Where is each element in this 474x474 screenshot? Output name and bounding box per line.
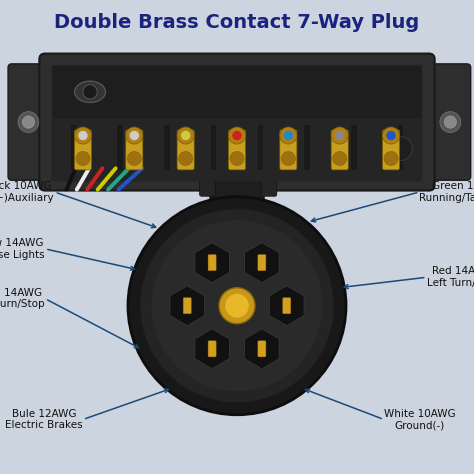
FancyBboxPatch shape (228, 130, 246, 170)
Polygon shape (245, 243, 279, 283)
Circle shape (78, 131, 88, 140)
Circle shape (18, 112, 39, 133)
FancyBboxPatch shape (71, 125, 76, 170)
Circle shape (76, 151, 90, 165)
Polygon shape (195, 329, 229, 369)
FancyBboxPatch shape (118, 125, 123, 170)
FancyBboxPatch shape (39, 54, 435, 191)
FancyBboxPatch shape (164, 125, 170, 170)
Circle shape (333, 151, 347, 165)
FancyBboxPatch shape (351, 125, 356, 170)
FancyBboxPatch shape (52, 118, 422, 181)
Circle shape (384, 151, 398, 165)
Circle shape (22, 116, 35, 128)
Ellipse shape (9, 134, 95, 160)
Circle shape (128, 197, 346, 415)
FancyBboxPatch shape (183, 298, 191, 314)
Ellipse shape (75, 81, 106, 102)
Circle shape (228, 127, 246, 144)
Circle shape (383, 127, 400, 144)
Text: Black 10AWG
12(+)Auxiliary: Black 10AWG 12(+)Auxiliary (0, 181, 55, 203)
FancyBboxPatch shape (280, 130, 297, 170)
Text: Green 14AWG
Running/Tail Lights: Green 14AWG Running/Tail Lights (419, 181, 474, 203)
FancyBboxPatch shape (211, 125, 217, 170)
Circle shape (126, 127, 143, 144)
Text: Red 14AWG
Left Turn/Stop: Red 14AWG Left Turn/Stop (427, 266, 474, 288)
Polygon shape (270, 286, 304, 326)
FancyBboxPatch shape (210, 180, 264, 206)
Circle shape (179, 151, 193, 165)
FancyBboxPatch shape (331, 130, 348, 170)
FancyBboxPatch shape (208, 341, 216, 357)
Circle shape (127, 151, 141, 165)
Circle shape (440, 112, 461, 133)
FancyBboxPatch shape (283, 298, 291, 314)
Circle shape (83, 85, 97, 99)
FancyBboxPatch shape (258, 341, 266, 357)
Circle shape (219, 288, 255, 324)
Polygon shape (170, 286, 204, 326)
Circle shape (74, 127, 91, 144)
Circle shape (283, 131, 293, 140)
Circle shape (232, 131, 242, 140)
Circle shape (225, 294, 249, 318)
Circle shape (230, 151, 244, 165)
FancyBboxPatch shape (52, 65, 422, 130)
FancyBboxPatch shape (208, 255, 216, 271)
Circle shape (335, 131, 345, 140)
FancyBboxPatch shape (398, 125, 403, 170)
Polygon shape (245, 329, 279, 369)
FancyBboxPatch shape (177, 130, 194, 170)
Circle shape (444, 116, 456, 128)
FancyBboxPatch shape (8, 64, 49, 180)
Text: Brown 14AWG
Right turn/Stop: Brown 14AWG Right turn/Stop (0, 288, 45, 310)
FancyBboxPatch shape (430, 64, 471, 180)
Text: White 10AWG
Ground(-): White 10AWG Ground(-) (384, 409, 456, 430)
FancyBboxPatch shape (304, 125, 310, 170)
Circle shape (386, 131, 396, 140)
Circle shape (181, 131, 191, 140)
Ellipse shape (9, 141, 95, 167)
Polygon shape (195, 243, 229, 283)
Circle shape (140, 209, 334, 403)
FancyBboxPatch shape (200, 166, 215, 196)
Circle shape (281, 151, 295, 165)
Ellipse shape (9, 127, 95, 153)
FancyBboxPatch shape (258, 255, 266, 271)
Circle shape (331, 127, 348, 144)
FancyBboxPatch shape (74, 130, 91, 170)
Text: Yellow 14AWG
Reverse Lights: Yellow 14AWG Reverse Lights (0, 238, 45, 260)
Text: Double Brass Contact 7-Way Plug: Double Brass Contact 7-Way Plug (55, 13, 419, 32)
Circle shape (129, 131, 139, 140)
FancyBboxPatch shape (126, 130, 143, 170)
Circle shape (152, 220, 322, 391)
FancyBboxPatch shape (383, 130, 400, 170)
Text: Bule 12AWG
Electric Brakes: Bule 12AWG Electric Brakes (5, 409, 83, 430)
Circle shape (280, 127, 297, 144)
FancyBboxPatch shape (261, 166, 277, 196)
Circle shape (177, 127, 194, 144)
Circle shape (389, 137, 412, 161)
FancyBboxPatch shape (257, 125, 263, 170)
